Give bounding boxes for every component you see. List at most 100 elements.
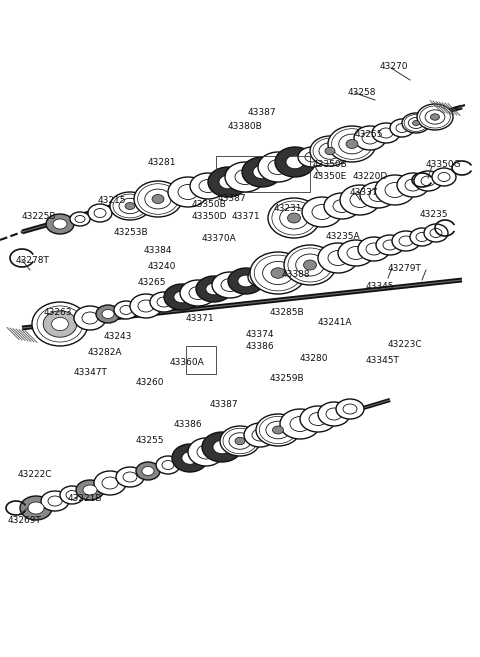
Ellipse shape: [266, 421, 290, 439]
Ellipse shape: [102, 309, 114, 319]
Ellipse shape: [88, 204, 112, 222]
Ellipse shape: [178, 185, 198, 200]
Ellipse shape: [196, 276, 232, 302]
Ellipse shape: [303, 260, 316, 270]
Text: 43270: 43270: [380, 62, 408, 71]
Ellipse shape: [20, 496, 52, 520]
Ellipse shape: [300, 406, 336, 432]
Ellipse shape: [37, 306, 83, 342]
Ellipse shape: [114, 301, 138, 319]
Ellipse shape: [399, 236, 413, 246]
Text: 43387: 43387: [218, 194, 247, 203]
Ellipse shape: [340, 185, 380, 215]
Text: 43269T: 43269T: [8, 516, 42, 525]
Text: 43347T: 43347T: [74, 368, 108, 377]
Ellipse shape: [392, 231, 420, 251]
Ellipse shape: [313, 138, 347, 164]
Ellipse shape: [134, 181, 182, 217]
Text: 43285B: 43285B: [270, 308, 305, 317]
Ellipse shape: [376, 235, 404, 255]
Ellipse shape: [310, 136, 350, 166]
Text: 43235A: 43235A: [326, 232, 360, 241]
Ellipse shape: [229, 433, 251, 449]
Ellipse shape: [136, 462, 160, 480]
Text: 43386: 43386: [174, 420, 203, 429]
Text: 43374: 43374: [246, 330, 275, 339]
Ellipse shape: [414, 171, 442, 191]
Ellipse shape: [119, 198, 141, 214]
Ellipse shape: [280, 409, 320, 439]
Ellipse shape: [273, 426, 284, 434]
Ellipse shape: [41, 491, 69, 511]
Ellipse shape: [339, 134, 365, 154]
Ellipse shape: [182, 452, 198, 464]
Ellipse shape: [383, 240, 397, 250]
Text: 43387: 43387: [210, 400, 239, 409]
Ellipse shape: [332, 129, 372, 159]
Ellipse shape: [152, 194, 164, 204]
Text: 43220D: 43220D: [353, 172, 388, 181]
Text: 43371: 43371: [232, 212, 261, 221]
Ellipse shape: [379, 128, 393, 138]
Ellipse shape: [390, 119, 414, 137]
Ellipse shape: [52, 317, 69, 330]
Ellipse shape: [347, 246, 365, 260]
Ellipse shape: [259, 417, 297, 443]
Ellipse shape: [286, 155, 304, 169]
Text: 43337: 43337: [350, 188, 379, 197]
Text: 43259B: 43259B: [270, 374, 305, 383]
Ellipse shape: [53, 219, 67, 229]
Ellipse shape: [263, 261, 293, 284]
Ellipse shape: [328, 126, 376, 162]
Text: 43380B: 43380B: [228, 122, 263, 131]
Ellipse shape: [208, 167, 248, 197]
Ellipse shape: [325, 147, 335, 155]
Text: 43388: 43388: [282, 270, 311, 279]
Ellipse shape: [318, 243, 358, 273]
Ellipse shape: [244, 423, 276, 447]
Ellipse shape: [354, 126, 386, 150]
Ellipse shape: [199, 179, 217, 193]
Ellipse shape: [138, 300, 154, 312]
Ellipse shape: [408, 118, 424, 129]
Ellipse shape: [43, 311, 77, 337]
Ellipse shape: [252, 429, 268, 441]
Text: 43371: 43371: [186, 314, 215, 323]
Ellipse shape: [417, 104, 453, 130]
Ellipse shape: [369, 189, 387, 202]
Ellipse shape: [397, 173, 429, 197]
Ellipse shape: [235, 438, 245, 445]
Text: 43350E: 43350E: [313, 172, 347, 181]
Ellipse shape: [206, 283, 222, 295]
Ellipse shape: [298, 147, 326, 167]
Text: 43255: 43255: [136, 436, 165, 445]
Ellipse shape: [358, 237, 390, 261]
Ellipse shape: [138, 184, 179, 214]
Ellipse shape: [150, 292, 178, 312]
Ellipse shape: [235, 170, 255, 185]
Ellipse shape: [168, 177, 208, 207]
Ellipse shape: [272, 201, 316, 235]
Ellipse shape: [130, 294, 162, 318]
Ellipse shape: [223, 428, 257, 454]
Ellipse shape: [164, 284, 200, 310]
Ellipse shape: [238, 275, 254, 287]
Text: 43280: 43280: [300, 354, 328, 363]
Ellipse shape: [32, 302, 88, 346]
Text: 43345: 43345: [366, 282, 395, 291]
Text: 43258: 43258: [348, 88, 376, 97]
Ellipse shape: [346, 139, 358, 148]
Ellipse shape: [326, 408, 342, 420]
Ellipse shape: [190, 173, 226, 199]
Text: 43350G: 43350G: [426, 160, 462, 169]
Ellipse shape: [189, 286, 207, 300]
Ellipse shape: [296, 254, 324, 276]
Ellipse shape: [438, 173, 450, 181]
Ellipse shape: [145, 189, 171, 209]
Ellipse shape: [268, 160, 288, 175]
Ellipse shape: [212, 272, 248, 298]
Ellipse shape: [366, 243, 382, 255]
Ellipse shape: [309, 413, 327, 426]
Ellipse shape: [430, 229, 442, 237]
Text: 43281: 43281: [148, 158, 177, 167]
